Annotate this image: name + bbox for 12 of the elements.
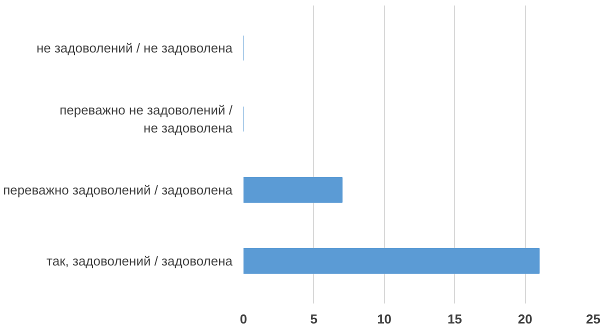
y-tick-label: так, задоволений / задоволена <box>46 253 234 268</box>
y-tick-label: переважно не задоволений / не задоволена <box>60 102 234 136</box>
x-tick-label: 20 <box>518 312 532 326</box>
y-tick-label: переважно задоволений / задоволена <box>3 182 234 198</box>
x-tick-label: 10 <box>377 312 392 326</box>
x-tick-label: 25 <box>586 312 601 326</box>
bar <box>244 177 343 203</box>
y-tick-label: не задоволений / не задоволена <box>36 40 234 56</box>
bar <box>244 248 540 274</box>
x-tick-label: 0 <box>240 312 248 326</box>
x-tick-label: 15 <box>447 312 462 326</box>
x-tick-label: 5 <box>310 312 318 326</box>
